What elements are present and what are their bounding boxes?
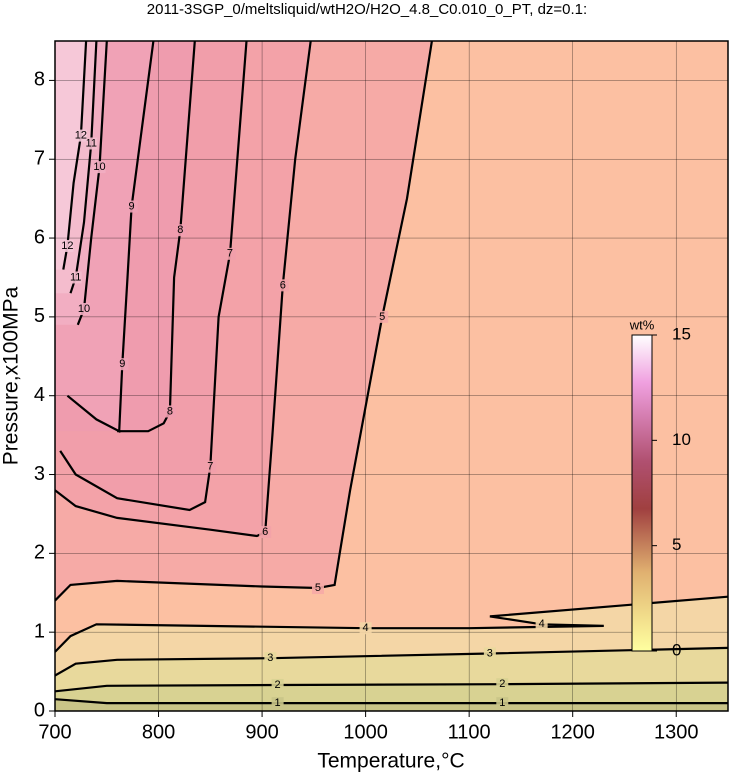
x-axis-label: Temperature,°C — [317, 750, 464, 773]
contour-label-box — [74, 129, 87, 142]
contour-line — [59, 41, 248, 512]
contour-label: 8 — [177, 224, 183, 236]
contour-label: 9 — [129, 200, 135, 212]
contour-line — [55, 41, 433, 602]
contour-label: 3 — [267, 652, 273, 664]
colorbar-tick-label: 0 — [672, 640, 681, 659]
contour-label: 7 — [227, 248, 233, 260]
x-tick-label: 1300 — [654, 721, 699, 743]
y-tick-label: 4 — [34, 384, 45, 406]
y-tick-label: 1 — [34, 620, 45, 642]
contour-label-box — [271, 678, 284, 691]
contour-line — [55, 595, 728, 653]
y-tick-label: 7 — [34, 148, 45, 170]
contour-label: 6 — [280, 279, 286, 291]
contour-label-box — [311, 582, 324, 595]
y-tick-label: 2 — [34, 542, 45, 564]
colorbar-tick-label: 15 — [672, 324, 691, 343]
contour-label-box — [535, 618, 548, 631]
contour-label: 9 — [119, 358, 125, 370]
contour-label: 5 — [315, 582, 321, 594]
y-tick-label: 0 — [34, 699, 45, 721]
contour-label-box — [69, 271, 82, 284]
contour-label: 6 — [262, 526, 268, 538]
x-tick-label: 1000 — [343, 721, 388, 743]
contour-label-box — [125, 200, 138, 213]
contour-line — [55, 646, 728, 677]
contour-label: 1 — [499, 697, 505, 709]
contour-label-box — [77, 303, 90, 315]
contour-label-box — [264, 652, 277, 665]
contour-label: 12 — [75, 129, 87, 141]
contour-label-box — [116, 358, 129, 371]
y-tick-label: 5 — [34, 305, 45, 327]
contour-label-box — [376, 310, 389, 323]
plot-frame — [54, 40, 729, 712]
contour-label-box — [223, 247, 236, 260]
contour-label: 12 — [61, 240, 73, 252]
contour-label-box — [259, 526, 272, 539]
x-tick-label: 1200 — [550, 721, 595, 743]
x-tick-label: 900 — [245, 721, 278, 743]
x-tick-label: 800 — [142, 721, 175, 743]
contour-label-box — [93, 161, 106, 174]
y-tick-label: 3 — [34, 463, 45, 485]
contour-label: 11 — [70, 271, 81, 283]
contour-label: 7 — [207, 461, 213, 473]
y-tick-label: 8 — [34, 69, 45, 91]
contour-label: 4 — [539, 618, 545, 630]
contour-label-box — [496, 697, 509, 710]
contour-fill — [55, 699, 728, 711]
contour-label-box — [483, 647, 496, 660]
contour-label: 2 — [499, 678, 505, 690]
contour-line — [62, 41, 88, 270]
contour-label: 10 — [93, 161, 105, 173]
contour-fill — [55, 41, 87, 270]
contour-label: 11 — [86, 137, 97, 149]
chart-title: 2011-3SGP_0/meltsliquid/wtH2O/H2O_4.8_C0… — [147, 1, 587, 18]
x-tick-label: 700 — [38, 721, 71, 743]
contour-label: 5 — [379, 311, 385, 323]
contour-label-box — [204, 460, 217, 473]
y-tick-label: 6 — [34, 226, 45, 248]
contour-label-box — [163, 405, 176, 418]
contour-label-box — [85, 137, 98, 150]
contour-label-box — [61, 239, 74, 252]
contour-label: 1 — [275, 697, 281, 709]
colorbar-label: wt% — [629, 317, 655, 332]
contour-label: 10 — [78, 303, 90, 315]
contour-label: 2 — [275, 679, 281, 691]
contour-label-box — [359, 622, 372, 635]
colorbar — [631, 334, 653, 652]
overlay: 700 800 900 1000 1100 1200 1300012345678wt%051… — [34, 40, 729, 743]
contour-label: 3 — [487, 647, 493, 659]
colorbar-tick-label: 10 — [672, 430, 691, 449]
contour-label-box — [271, 697, 284, 710]
y-axis-label: Pressure,x100MPa — [0, 286, 23, 465]
colorbar-tick-label: 5 — [672, 535, 681, 554]
contour-label-box — [496, 678, 509, 691]
contour-label: 4 — [363, 622, 369, 634]
contour-label-box — [276, 279, 289, 292]
contour-label: 8 — [167, 405, 173, 417]
contour-line — [66, 41, 155, 433]
x-tick-label: 1100 — [448, 721, 491, 743]
contour-label-box — [174, 224, 187, 237]
